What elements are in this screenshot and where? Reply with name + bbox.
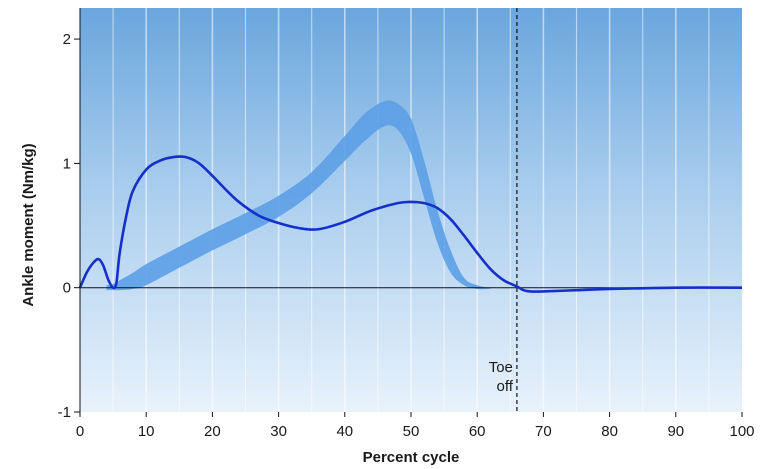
ankle-moment-line <box>78 155 743 293</box>
band-layer <box>106 100 491 291</box>
x-tick-label: 40 <box>336 423 353 440</box>
x-tick-label: 70 <box>535 423 552 440</box>
x-tick-label: 90 <box>667 423 684 440</box>
y-tick-label: 0 <box>63 280 71 297</box>
x-tick-label: 10 <box>138 423 155 440</box>
y-tick-label: -1 <box>58 404 71 421</box>
x-tick-label: 60 <box>469 423 486 440</box>
toe-off-label: Toe <box>489 359 513 376</box>
y-tick-label: 1 <box>63 155 71 172</box>
x-tick-label: 0 <box>76 423 84 440</box>
x-tick-label: 50 <box>403 423 420 440</box>
series-layer <box>78 155 743 293</box>
toe-off-label: off <box>497 378 514 395</box>
y-axis-label: Ankle moment (Nm/kg) <box>20 143 37 306</box>
x-tick-label: 20 <box>204 423 221 440</box>
x-tick-label: 100 <box>729 423 754 440</box>
annotation-layer: Toe off <box>489 8 518 412</box>
x-tick-label: 30 <box>270 423 287 440</box>
x-tick-label: 80 <box>601 423 618 440</box>
grid-lines <box>112 8 710 412</box>
y-tick-label: 2 <box>63 31 71 48</box>
axes <box>74 8 743 417</box>
x-axis-label: Percent cycle <box>363 449 460 466</box>
normal-range-band <box>106 100 491 291</box>
